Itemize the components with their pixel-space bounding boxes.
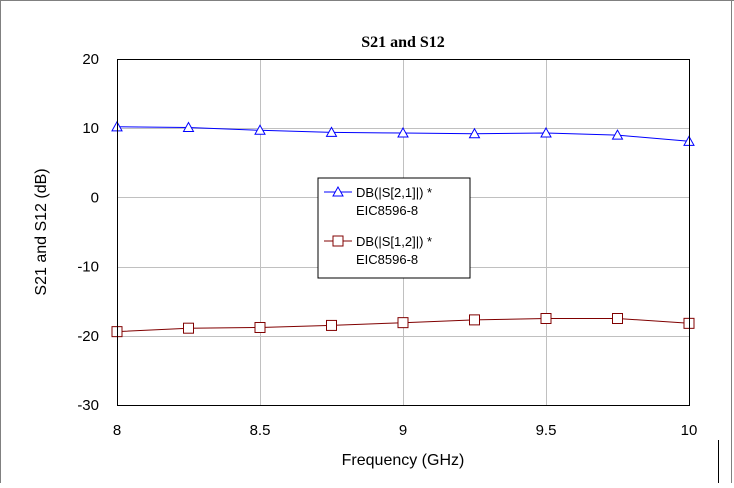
square-marker <box>469 314 480 326</box>
triangle-marker <box>540 127 552 138</box>
triangle-marker <box>611 129 624 140</box>
y-tick-label: -20 <box>77 328 99 345</box>
plot-area-border <box>117 59 690 406</box>
y-tick-label: 0 <box>91 189 99 206</box>
legend-label: DB(|S[2,1]|) * <box>356 185 432 200</box>
triangle-marker <box>468 127 481 139</box>
y-tick-label: -10 <box>77 259 99 276</box>
y-tick-label: -30 <box>77 397 99 414</box>
x-tick-label: 10 <box>681 422 698 439</box>
square-marker <box>397 317 409 329</box>
legend-square-icon <box>332 235 344 247</box>
y-axis-label: S21 and S12 (dB) <box>33 168 50 295</box>
square-marker <box>254 321 266 333</box>
y-tick-label: 10 <box>82 120 99 137</box>
legend: DB(|S[2,1]|) * EIC8596-8 DB(|S[1,2]|) * EIC… <box>317 177 471 279</box>
triangle-marker <box>254 124 266 135</box>
x-tick-label: 8 <box>113 422 121 439</box>
x-tick-label: 8.5 <box>250 422 271 439</box>
y-tick-label: 20 <box>82 51 99 68</box>
square-marker <box>183 322 194 334</box>
square-marker <box>540 313 552 324</box>
chart-title: S21 and S12 <box>361 34 445 51</box>
series-layer <box>111 120 695 338</box>
legend-label: DB(|S[1,2]|) * <box>356 234 432 249</box>
triangle-marker <box>397 127 409 138</box>
x-tick-label: 9.5 <box>536 422 557 439</box>
tick-labels: 8 8.5 9 9.5 10 20 10 0 -10 -20 -30 <box>77 51 697 439</box>
triangle-marker <box>325 126 338 137</box>
legend-label-line2: EIC8596-8 <box>356 203 418 218</box>
x-axis-label: Frequency (GHz) <box>342 452 465 469</box>
x-tick-label: 9 <box>399 422 407 439</box>
series-2 <box>111 313 695 338</box>
square-marker <box>326 319 337 331</box>
triangle-marker <box>182 121 195 133</box>
legend-box <box>317 177 471 279</box>
square-marker <box>612 313 623 324</box>
legend-triangle-icon <box>332 185 344 197</box>
legend-label-line2: EIC8596-8 <box>356 252 418 267</box>
